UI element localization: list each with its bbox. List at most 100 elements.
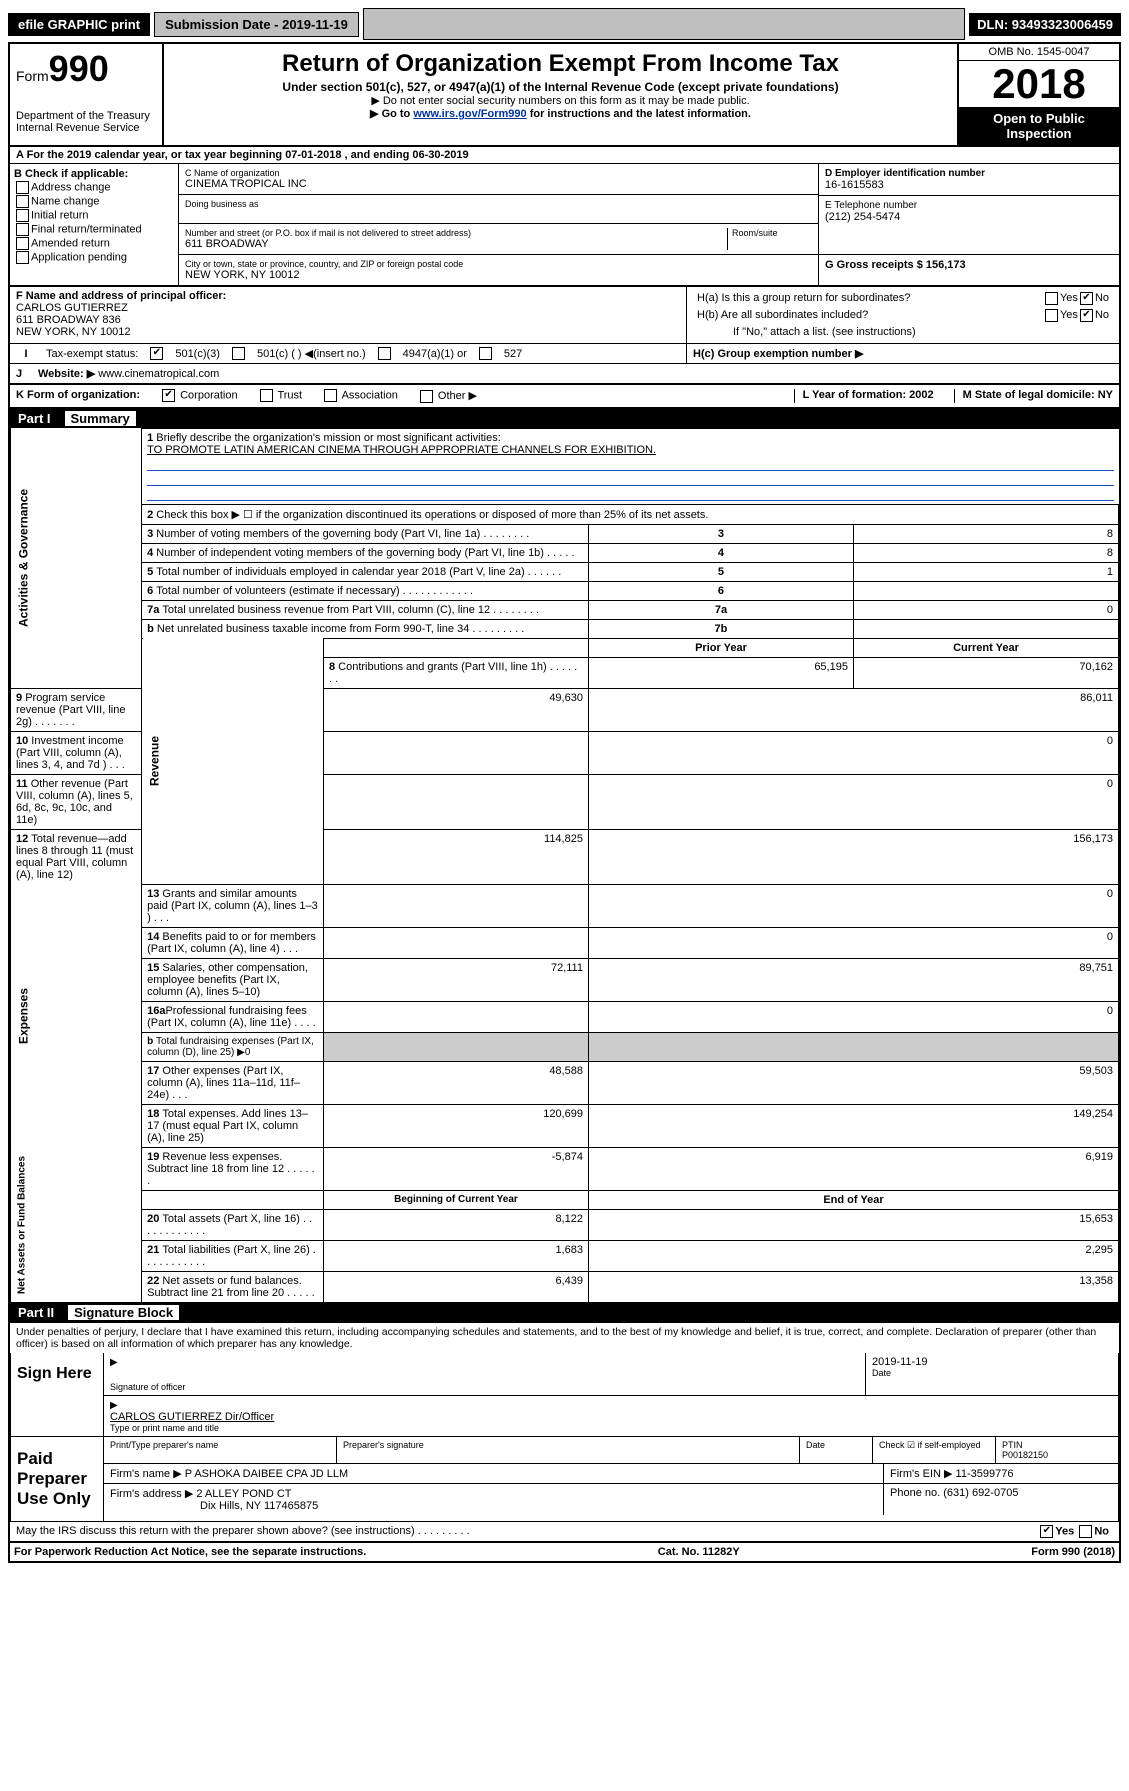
boy-header: Beginning of Current Year xyxy=(323,1190,588,1209)
check-final-return[interactable]: Final return/terminated xyxy=(14,223,174,236)
p21: 1,683 xyxy=(323,1240,588,1271)
prep-check-label: Check ☑ if self-employed xyxy=(873,1437,996,1463)
irs-link[interactable]: www.irs.gov/Form990 xyxy=(413,108,526,120)
check-amended-return[interactable]: Amended return xyxy=(14,237,174,250)
sig-name: CARLOS GUTIERREZ Dir/Officer xyxy=(110,1411,1112,1423)
dba-label: Doing business as xyxy=(185,199,812,209)
discuss-no[interactable] xyxy=(1079,1525,1092,1538)
check-501c[interactable] xyxy=(232,347,245,360)
form-990-number: 990 xyxy=(49,48,109,89)
footer: For Paperwork Reduction Act Notice, see … xyxy=(10,1543,1119,1561)
v4: 8 xyxy=(853,543,1118,562)
c21: 2,295 xyxy=(588,1240,1118,1271)
check-trust[interactable] xyxy=(260,389,273,402)
prep-sig-label: Preparer's signature xyxy=(337,1437,800,1463)
check-corporation[interactable] xyxy=(162,389,175,402)
part2-title: Signature Block xyxy=(68,1305,179,1320)
prep-name-label: Print/Type preparer's name xyxy=(104,1437,337,1463)
check-app-pending[interactable]: Application pending xyxy=(14,251,174,264)
check-name-change[interactable]: Name change xyxy=(14,195,174,208)
ptin-value: P00182150 xyxy=(1002,1450,1112,1460)
ha-yes[interactable] xyxy=(1045,292,1058,305)
city-cell: City or town, state or province, country… xyxy=(179,255,818,285)
tel-label: E Telephone number xyxy=(825,200,1113,211)
omb-number: OMB No. 1545-0047 xyxy=(959,44,1119,61)
firm-name: P ASHOKA DAIBEE CPA JD LLM xyxy=(185,1468,348,1480)
col-c-org-info: C Name of organization CINEMA TROPICAL I… xyxy=(179,164,819,285)
firm-phone: Phone no. (631) 692-0705 xyxy=(884,1484,1118,1515)
l2-label: Check this box ▶ ☐ if the organization d… xyxy=(156,509,708,521)
c8: 70,162 xyxy=(853,657,1118,688)
ein-cell: D Employer identification number 16-1615… xyxy=(819,164,1119,196)
side-expenses: Expenses xyxy=(11,884,142,1147)
p16a xyxy=(323,1001,588,1032)
efile-button[interactable]: efile GRAPHIC print xyxy=(8,13,150,36)
firm-ein: Firm's EIN ▶ 11-3599776 xyxy=(884,1464,1118,1483)
col-b-label: B Check if applicable: xyxy=(14,168,174,180)
hb-no[interactable] xyxy=(1080,309,1093,322)
c22: 13,358 xyxy=(588,1271,1118,1302)
discuss-yes[interactable] xyxy=(1040,1525,1053,1538)
check-527[interactable] xyxy=(479,347,492,360)
col-d-ein: D Employer identification number 16-1615… xyxy=(819,164,1119,285)
part1-label: Part I xyxy=(18,411,51,426)
note2-post: for instructions and the latest informat… xyxy=(527,108,751,120)
p11 xyxy=(323,774,588,829)
check-address-change[interactable]: Address change xyxy=(14,181,174,194)
l18: Total expenses. Add lines 13–17 (must eq… xyxy=(147,1108,308,1144)
ein-label: D Employer identification number xyxy=(825,168,1113,179)
check-501c3[interactable] xyxy=(150,347,163,360)
ha-no[interactable] xyxy=(1080,292,1093,305)
paid-preparer-section: Paid Preparer Use Only Print/Type prepar… xyxy=(10,1437,1119,1522)
p13 xyxy=(323,884,588,927)
c13: 0 xyxy=(588,884,1118,927)
l1-label: Briefly describe the organization's miss… xyxy=(156,432,500,444)
col-h: H(a) Is this a group return for subordin… xyxy=(687,287,1119,343)
c10: 0 xyxy=(588,731,1118,774)
paid-preparer-label: Paid Preparer Use Only xyxy=(11,1437,104,1521)
row-i: I Tax-exempt status: 501(c)(3) 501(c) ( … xyxy=(10,344,687,363)
form-number: Form990 xyxy=(16,48,156,90)
note-ssn: ▶ Do not enter social security numbers o… xyxy=(172,94,949,107)
header-left: Form990 Department of the Treasury Inter… xyxy=(10,44,164,145)
tel-value: (212) 254-5474 xyxy=(825,211,1113,223)
tel-cell: E Telephone number (212) 254-5474 xyxy=(819,196,1119,255)
addr-label: Number and street (or P.O. box if mail i… xyxy=(185,228,727,238)
check-association[interactable] xyxy=(324,389,337,402)
check-initial-return[interactable]: Initial return xyxy=(14,209,174,222)
hb-note: If "No," attach a list. (see instruction… xyxy=(693,324,1113,340)
submission-date: Submission Date - 2019-11-19 xyxy=(154,12,359,37)
l9: Program service revenue (Part VIII, line… xyxy=(16,692,125,728)
row-a-tax-year: A For the 2019 calendar year, or tax yea… xyxy=(10,147,1119,164)
prep-date-label: Date xyxy=(800,1437,873,1463)
summary-table: Activities & Governance 1 Briefly descri… xyxy=(10,428,1119,1303)
l7b-label: Net unrelated business taxable income fr… xyxy=(157,623,524,635)
l21: Total liabilities (Part X, line 26) . . … xyxy=(147,1244,316,1268)
side-activities: Activities & Governance xyxy=(11,428,142,688)
header-right: OMB No. 1545-0047 2018 Open to Public In… xyxy=(957,44,1119,145)
form-header: Form990 Department of the Treasury Inter… xyxy=(10,44,1119,147)
row-j: JWebsite: ▶ www.cinematropical.com xyxy=(10,364,1119,385)
v6 xyxy=(853,581,1118,600)
street-address: 611 BROADWAY xyxy=(185,238,727,250)
l19: Revenue less expenses. Subtract line 18 … xyxy=(147,1151,315,1187)
officer-label: F Name and address of principal officer: xyxy=(16,290,680,302)
part1-header: Part I Summary xyxy=(10,409,1119,428)
spacer xyxy=(363,8,965,40)
l4-label: Number of independent voting members of … xyxy=(156,547,574,559)
check-other[interactable] xyxy=(420,390,433,403)
hb-yes[interactable] xyxy=(1045,309,1058,322)
side-revenue: Revenue xyxy=(142,638,324,884)
part2-label: Part II xyxy=(18,1305,54,1320)
p8: 65,195 xyxy=(588,657,853,688)
p17: 48,588 xyxy=(323,1061,588,1104)
p18: 120,699 xyxy=(323,1104,588,1147)
check-4947[interactable] xyxy=(378,347,391,360)
sig-date: 2019-11-19 xyxy=(872,1356,1112,1368)
footer-right: Form 990 (2018) xyxy=(1031,1546,1115,1558)
form-subtitle: Under section 501(c), 527, or 4947(a)(1)… xyxy=(172,80,949,94)
eoy-header: End of Year xyxy=(588,1190,1118,1209)
discuss-row: May the IRS discuss this return with the… xyxy=(10,1522,1119,1543)
l17: Other expenses (Part IX, column (A), lin… xyxy=(147,1065,300,1101)
room-suite-label: Room/suite xyxy=(727,228,812,250)
